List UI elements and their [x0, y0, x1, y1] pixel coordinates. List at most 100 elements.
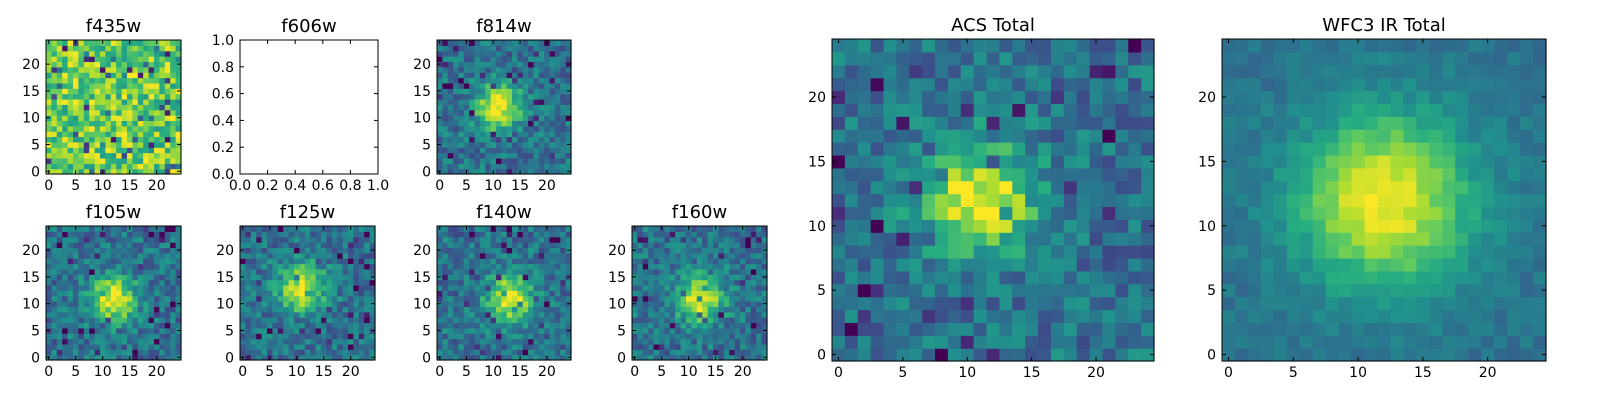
heatmap-cell [469, 349, 476, 356]
x-tick-label: 15 [121, 364, 139, 380]
heatmap-cell [453, 354, 460, 361]
heatmap-cell [844, 283, 859, 298]
heatmap-cell [740, 236, 746, 243]
heatmap-cell [490, 247, 497, 254]
heatmap-cell [299, 236, 306, 243]
heatmap-cell [729, 311, 736, 318]
heatmap-cell [691, 333, 698, 340]
heatmap-cell [1325, 180, 1340, 195]
heatmap-cell [680, 252, 687, 259]
heatmap-cell [554, 311, 561, 318]
heatmap-cell [164, 311, 171, 318]
heatmap-cell [453, 77, 460, 84]
heatmap-cell [310, 327, 317, 334]
heatmap-cell [358, 306, 365, 313]
heatmap-cell [538, 136, 545, 143]
heatmap-cell [506, 343, 513, 350]
heatmap-cell [143, 40, 150, 46]
heatmap-cell [734, 258, 741, 265]
heatmap-cell [664, 252, 671, 259]
heatmap-cell [538, 168, 545, 175]
heatmap-cell [100, 322, 106, 329]
heatmap-cell [947, 193, 962, 208]
heatmap-cell [1115, 142, 1129, 156]
heatmap-cell [1494, 296, 1508, 311]
heatmap-cell [707, 263, 714, 270]
heatmap-cell [127, 98, 133, 105]
heatmap-cell [94, 45, 101, 52]
heatmap-cell [469, 338, 476, 345]
heatmap-cell [469, 163, 476, 170]
heatmap-cell [554, 279, 561, 286]
heatmap-cell [756, 274, 763, 281]
heatmap-cell [453, 131, 460, 138]
heatmap-cell [137, 50, 144, 57]
heatmap-cell [453, 141, 460, 148]
heatmap-cell [729, 242, 736, 249]
heatmap-cell [348, 274, 354, 281]
heatmap-cell [105, 284, 112, 291]
heatmap-cell [261, 295, 268, 302]
heatmap-cell [442, 333, 449, 340]
heatmap-cell [1038, 116, 1052, 130]
heatmap-cell [474, 50, 481, 57]
heatmap-cell [1416, 283, 1430, 298]
heatmap-cell [922, 309, 936, 323]
heatmap-cell [675, 317, 682, 324]
heatmap-cell [170, 247, 177, 254]
heatmap-cell [538, 61, 545, 68]
heatmap-cell [100, 306, 106, 313]
heatmap-cell [1012, 51, 1026, 66]
heatmap-cell [132, 252, 139, 259]
heatmap-cell [1247, 270, 1262, 285]
heatmap-cell [127, 82, 133, 89]
heatmap-cell [1012, 245, 1026, 259]
heatmap-cell [1063, 103, 1078, 117]
heatmap-cell [935, 219, 949, 233]
heatmap-cell [1128, 348, 1142, 362]
heatmap-cell [675, 263, 682, 270]
heatmap-cell [495, 242, 502, 249]
heatmap-cell [528, 115, 535, 121]
heatmap-cell [469, 317, 476, 324]
heatmap-cell [453, 284, 460, 291]
heatmap-cell [691, 322, 698, 329]
heatmap-cell [909, 232, 923, 246]
heatmap-cell [442, 306, 449, 313]
heatmap-cell [469, 136, 476, 143]
heatmap-cell [517, 72, 524, 79]
heatmap-cell [632, 284, 638, 291]
heatmap-cell [132, 247, 139, 254]
heatmap-cell [46, 306, 52, 313]
heatmap-cell [62, 45, 69, 52]
heatmap-cell [326, 327, 333, 334]
heatmap-cell [1338, 283, 1353, 298]
heatmap-cell [127, 163, 133, 170]
heatmap-cell [127, 88, 133, 95]
heatmap-cell [999, 219, 1013, 233]
heatmap-cell [642, 284, 649, 291]
heatmap-cell [495, 317, 502, 324]
heatmap-cell [512, 50, 518, 57]
heatmap-cell [734, 338, 741, 345]
heatmap-cell [315, 317, 322, 324]
heatmap-cell [159, 295, 166, 302]
heatmap-cell [447, 109, 454, 116]
heatmap-cell [143, 226, 150, 232]
heatmap-cell [485, 317, 492, 324]
heatmap-cell [267, 349, 273, 356]
heatmap-cell [632, 322, 638, 329]
heatmap-cell [105, 263, 112, 270]
heatmap-cell [283, 301, 290, 307]
heatmap-cell [761, 349, 768, 356]
heatmap-cell [544, 327, 551, 334]
heatmap-cell [348, 295, 354, 302]
heatmap-cell [73, 247, 79, 254]
heatmap-cell [463, 306, 470, 313]
heatmap-cell [442, 56, 449, 63]
heatmap-cell [517, 88, 524, 95]
heatmap-cell [83, 268, 90, 275]
heatmap-cell [175, 236, 182, 243]
heatmap-cell [469, 125, 476, 132]
